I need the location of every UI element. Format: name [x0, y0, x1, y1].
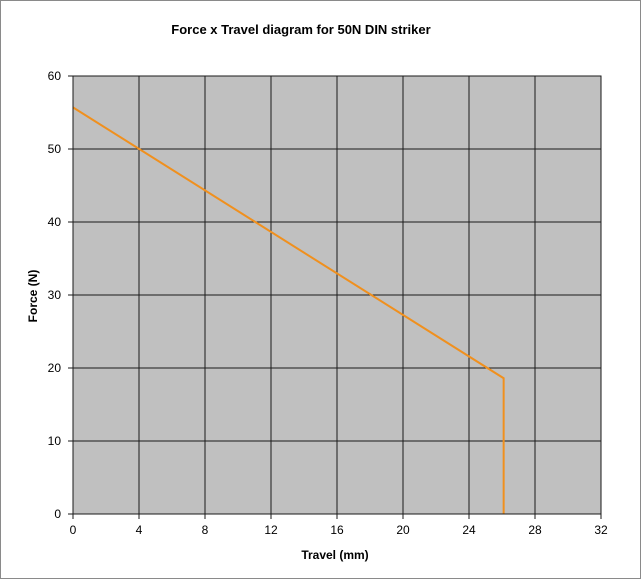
chart-title: Force x Travel diagram for 50N DIN strik… [171, 22, 430, 37]
x-tick-label: 16 [330, 523, 344, 537]
x-tick-label: 32 [594, 523, 608, 537]
series-layer [72, 106, 505, 514]
x-axis-label: Travel (mm) [301, 548, 368, 562]
y-tick-label: 60 [48, 69, 62, 83]
y-tick-label: 50 [48, 142, 62, 156]
x-tick-label: 8 [202, 523, 209, 537]
series-line [72, 106, 505, 514]
y-axis-label: Force (N) [26, 270, 40, 323]
x-tick-label: 4 [136, 523, 143, 537]
x-tick-label: 28 [528, 523, 542, 537]
tick-labels: 0 4 8 12 16 20 24 28 32 0 10 20 30 40 50 60 [48, 69, 608, 537]
y-tick-label: 20 [48, 361, 62, 375]
y-tick-label: 10 [48, 434, 62, 448]
x-tick-label: 0 [70, 523, 77, 537]
plot-border [72, 75, 602, 515]
x-tick-label: 24 [462, 523, 476, 537]
y-tick-label: 40 [48, 215, 62, 229]
y-tick-label: 0 [54, 507, 61, 521]
y-tick-label: 30 [48, 288, 62, 302]
x-tick-label: 12 [264, 523, 278, 537]
x-tick-label: 20 [396, 523, 410, 537]
